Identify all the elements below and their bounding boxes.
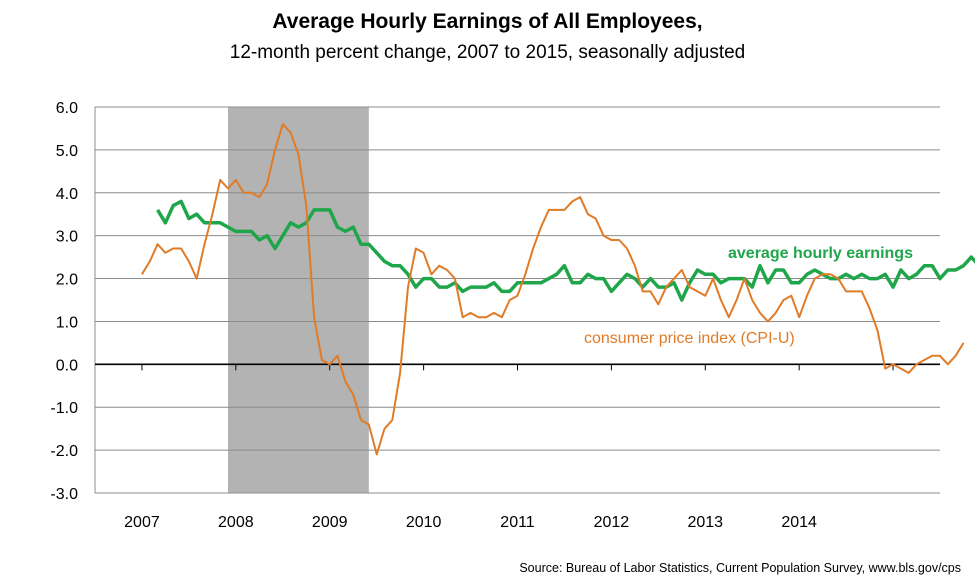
x-tick-label: 2012 (594, 514, 630, 531)
x-tick-label: 2013 (687, 514, 723, 531)
source-note: Source: Bureau of Labor Statistics, Curr… (519, 561, 961, 575)
y-tick-label: -2.0 (50, 443, 78, 460)
chart-subtitle: 12-month percent change, 2007 to 2015, s… (229, 42, 746, 63)
y-tick-label: 1.0 (56, 314, 78, 331)
y-tick-label: 0.0 (56, 357, 78, 374)
series-line-average-hourly-earnings (156, 199, 975, 302)
y-tick-label: 4.0 (56, 186, 78, 203)
y-tick-label: 5.0 (56, 143, 78, 160)
y-tick-label: 3.0 (56, 229, 78, 246)
x-tick-label: 2011 (500, 514, 535, 531)
chart-title: Average Hourly Earnings of All Employees… (272, 10, 703, 33)
series-label-average-hourly-earnings: average hourly earnings (728, 245, 913, 262)
x-tick-label: 2008 (218, 514, 254, 531)
x-tick-label: 2014 (781, 514, 817, 531)
series-label-cpi-u: consumer price index (CPI-U) (584, 330, 795, 347)
x-tick-label: 2010 (406, 514, 442, 531)
x-tick-label: 2009 (312, 514, 348, 531)
x-tick-label: 2007 (124, 514, 160, 531)
y-tick-label: -1.0 (50, 400, 78, 417)
y-tick-label: 2.0 (56, 272, 78, 289)
series-line-cpi-u (141, 123, 965, 456)
y-tick-label: -3.0 (50, 486, 78, 503)
y-tick-label: 6.0 (56, 100, 78, 117)
recession-band (228, 107, 369, 493)
